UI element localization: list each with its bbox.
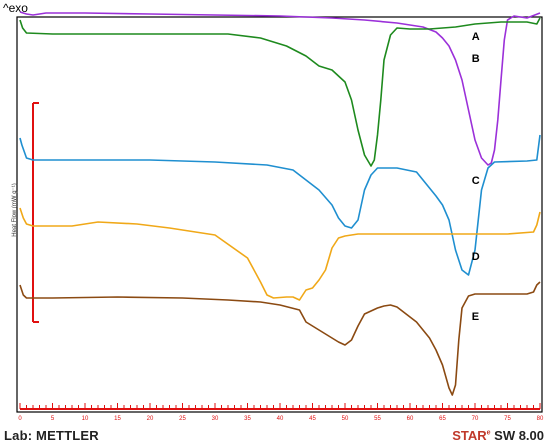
x-tick-label: 5 [51,416,55,422]
series-label-d: D [472,251,480,263]
x-tick-label: 45 [309,416,316,422]
series-line-e [19,281,541,396]
series-labels: AB C D E [472,31,480,323]
x-axis-tick-labels: 0 5 10 15 20 25 30 35 40 45 50 55 60 65 70 75 80 [18,416,544,422]
x-tick-label: 20 [147,416,154,422]
x-tick-label: 35 [244,416,251,422]
x-tick-label: 50 [342,416,349,422]
x-tick-label: 60 [407,416,414,422]
x-tick-label: 25 [179,416,186,422]
plot-frame [16,16,543,413]
x-tick-label: 80 [537,416,544,422]
software-brand: STAR [452,428,487,443]
x-tick-label: 65 [439,416,446,422]
series-label-c: C [472,175,480,187]
x-tick-label: 70 [472,416,479,422]
x-tick-label: 30 [212,416,219,422]
lab-label: Lab: METTLER [4,428,99,443]
series-line-d [19,207,541,301]
x-tick-label: 15 [114,416,121,422]
x-tick-label: 40 [277,416,284,422]
series-label-b: B [472,53,480,65]
software-version: SW 8.00 [490,428,544,443]
x-axis-ticks [19,403,541,409]
x-tick-label: 10 [82,416,89,422]
series-line-a [19,11,541,166]
software-version-label: STARe SW 8.00 [452,428,544,443]
exo-direction-label: ^exo [3,1,28,15]
software-brand-mark: e [486,429,491,437]
series-line-c [19,134,541,276]
series-line-b [19,17,541,167]
x-tick-label: 55 [374,416,381,422]
x-tick-label: 0 [18,416,22,422]
x-tick-label: 75 [504,416,511,422]
y-axis-label: Heat Flow (mW g⁻¹) [12,183,18,237]
series-label-a: A [472,31,480,43]
series-label-e: E [472,311,479,323]
series-lines [19,11,541,396]
